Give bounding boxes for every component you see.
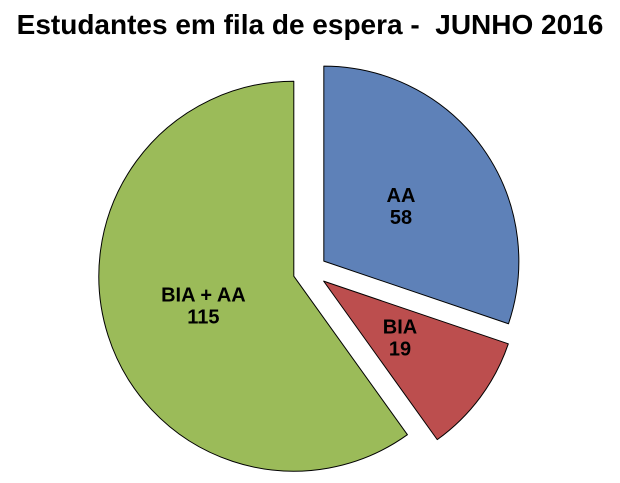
slice-value-bia: 19 [389,339,411,361]
slice-value-aa: 58 [390,207,412,229]
slice-label-bia: BIA [383,317,417,339]
slice-label-bia-aa: BIA + AA [161,284,246,306]
pie-slice-aa [323,65,520,325]
chart-title: Estudantes em fila de espera - JUNHO 201… [16,9,604,40]
slice-label-aa: AA [387,185,416,207]
pie-slice-bia-aa [98,80,408,472]
slice-value-bia-aa: 115 [187,306,219,328]
pie-slice-bia [323,280,509,441]
